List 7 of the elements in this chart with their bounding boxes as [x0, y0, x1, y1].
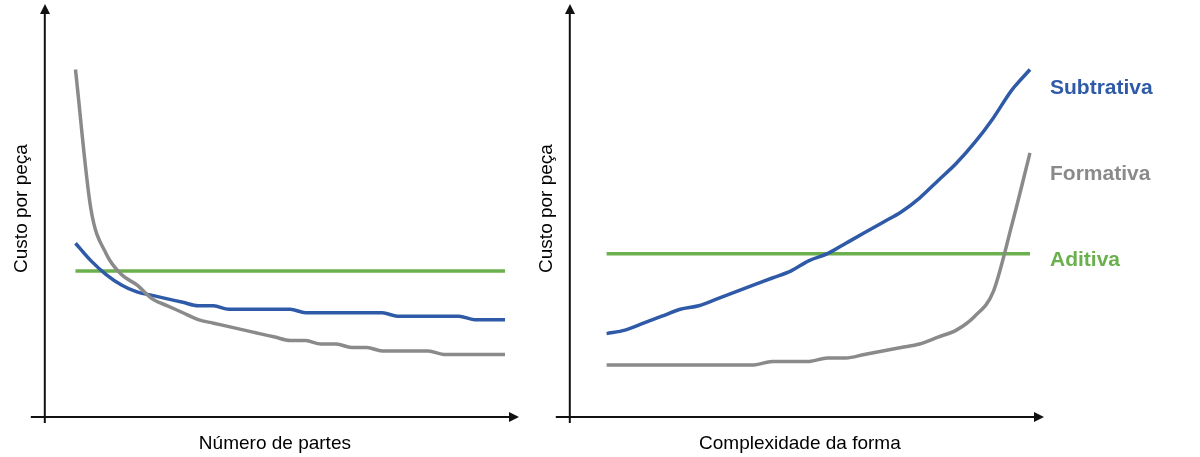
series-label: Aditiva [1050, 247, 1121, 271]
y-axis-title: Custo por peça [9, 143, 31, 273]
y-axis-title: Custo por peça [534, 143, 556, 273]
x-axis-title: Complexidade da forma [699, 431, 902, 453]
series-label: Subtrativa [1050, 75, 1154, 99]
series-label: Formativa [1050, 161, 1152, 185]
x-axis-title: Número de partes [198, 431, 351, 453]
